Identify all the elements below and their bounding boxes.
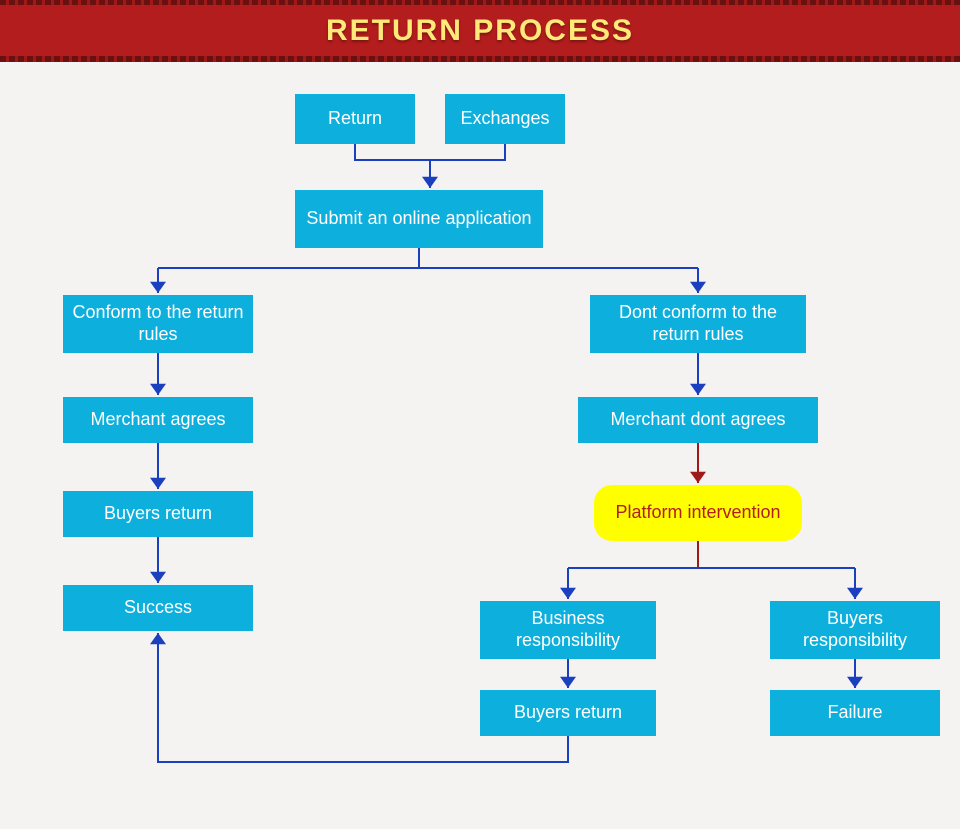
node-nconform: Dont conform to the return rules [590,295,806,353]
node-breturn_l: Buyers return [63,491,253,537]
node-mdagree: Merchant dont agrees [578,397,818,443]
node-buyresp: Buyers responsibility [770,601,940,659]
header-band: RETURN PROCESS [0,0,960,62]
node-return: Return [295,94,415,144]
node-exchanges: Exchanges [445,94,565,144]
node-failure: Failure [770,690,940,736]
node-bizresp: Business responsibility [480,601,656,659]
node-magree: Merchant agrees [63,397,253,443]
node-platform: Platform intervention [594,485,802,541]
stitch-bottom [0,56,960,62]
node-success: Success [63,585,253,631]
node-conform: Conform to the return rules [63,295,253,353]
node-breturn_r: Buyers return [480,690,656,736]
page-title: RETURN PROCESS [326,14,634,48]
header-mid: RETURN PROCESS [0,5,960,57]
node-submit: Submit an online application [295,190,543,248]
diagram-canvas: RETURN PROCESS Return Exchanges Submit an … [0,0,960,829]
